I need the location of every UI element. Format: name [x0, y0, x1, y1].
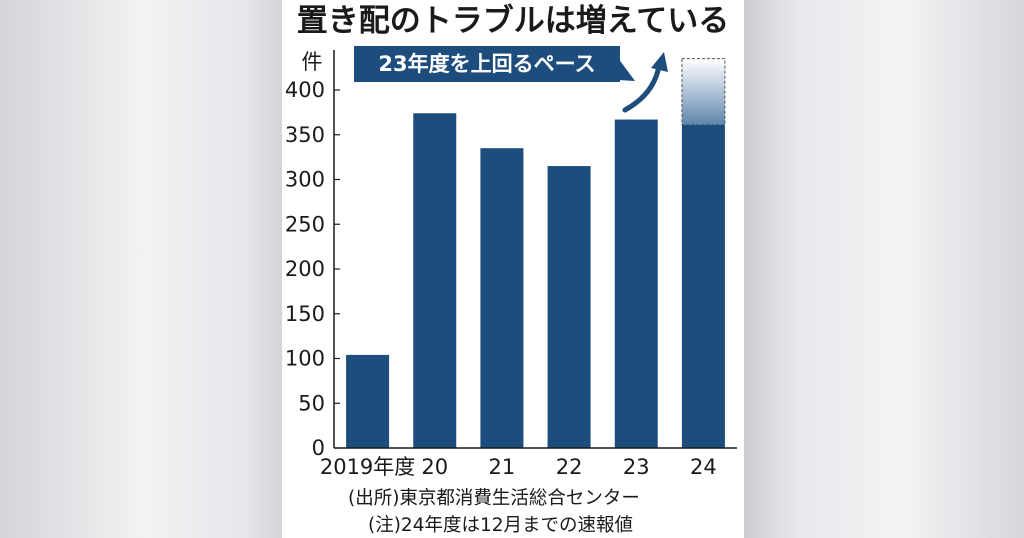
callout-pointer — [618, 58, 635, 81]
bar — [346, 354, 390, 448]
bar — [547, 166, 591, 448]
x-tick-label: 20 — [421, 455, 448, 479]
x-tick-label: 2019年度 — [320, 455, 415, 479]
y-tick-label: 300 — [285, 168, 325, 192]
x-axis-labels: 2019年度 20 21 22 23 24 — [320, 455, 717, 479]
x-tick-label: 23 — [623, 455, 650, 479]
source-note: (出所)東京都消費生活総合センター — [348, 488, 640, 509]
trend-arrow-head — [651, 52, 668, 72]
y-tick-label: 150 — [285, 302, 325, 326]
y-tick-label: 50 — [298, 391, 325, 415]
footnote: (注)24年度は12月までの速報値 — [368, 515, 633, 536]
projection-bar — [681, 58, 726, 126]
callout-text: 23年度を上回るペース — [378, 52, 595, 76]
chart-card: 置き配のトラブルは増えている 件 0 50 100 150 200 250 300 350 40… — [282, 0, 744, 538]
trend-arrow — [622, 52, 668, 113]
y-tick-label: 350 — [285, 123, 325, 147]
y-tick-label: 400 — [285, 78, 325, 102]
y-axis-tick-marks — [334, 89, 340, 449]
bar — [614, 119, 658, 448]
x-tick-label: 21 — [489, 455, 516, 479]
y-tick-label: 250 — [285, 212, 325, 236]
callout-box — [354, 46, 620, 82]
chart-title: 置き配のトラブルは増えている — [297, 3, 729, 39]
y-tick-label: 100 — [285, 347, 325, 371]
bar — [480, 148, 524, 449]
bars — [346, 58, 726, 449]
y-tick-label: 200 — [285, 257, 325, 281]
callout: 23年度を上回るペース — [354, 46, 635, 82]
y-tick-label: 0 — [312, 436, 325, 460]
x-tick-label: 22 — [556, 455, 583, 479]
y-axis-ticks: 0 50 100 150 200 250 300 350 400 — [285, 78, 325, 460]
bar — [413, 113, 457, 449]
y-axis-unit: 件 — [302, 50, 323, 74]
bar — [681, 124, 725, 448]
x-tick-label: 24 — [690, 455, 717, 479]
bar-chart: 置き配のトラブルは増えている 件 0 50 100 150 200 250 300 350 40… — [285, 3, 737, 536]
trend-arrow-line — [622, 63, 662, 113]
